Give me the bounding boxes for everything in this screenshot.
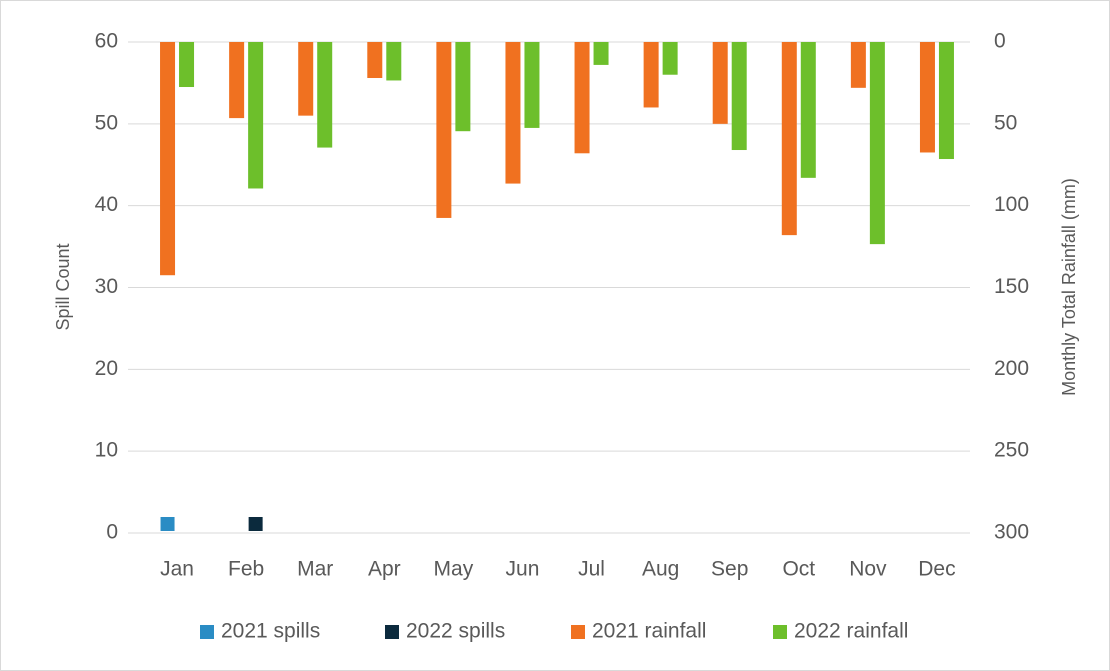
bar (850, 42, 866, 88)
legend-swatch (200, 625, 214, 639)
bar (869, 42, 885, 245)
bar (248, 42, 264, 189)
x-tick-label: Nov (849, 558, 887, 581)
bar (298, 42, 314, 116)
x-tick-label: Oct (782, 558, 815, 581)
legend-swatch (773, 625, 787, 639)
y-tick-label: 20 (95, 357, 118, 380)
y-tick-label: 40 (95, 193, 118, 216)
bar (712, 42, 728, 124)
bar (386, 42, 402, 81)
legend-swatch (571, 625, 585, 639)
legend-label: 2022 rainfall (794, 620, 908, 643)
y-tick-label: 0 (106, 521, 118, 544)
bar (731, 42, 747, 151)
y-tick-label: 50 (95, 111, 118, 134)
y-tick-label: 60 (95, 30, 118, 53)
y2-tick-label: 200 (994, 357, 1029, 380)
bar (643, 42, 659, 108)
legend-swatch (385, 625, 399, 639)
x-tick-label: Jan (160, 558, 194, 581)
y-axis-title: Spill Count (53, 243, 73, 330)
y2-tick-label: 0 (994, 30, 1006, 53)
bar (317, 42, 333, 148)
x-tick-label: Apr (368, 558, 401, 581)
bar (593, 42, 609, 65)
legend-label: 2021 rainfall (592, 620, 706, 643)
y2-tick-label: 100 (994, 193, 1029, 216)
y2-tick-label: 50 (994, 111, 1017, 134)
bar (574, 42, 590, 154)
bar (367, 42, 383, 79)
bar (505, 42, 521, 184)
x-tick-label: May (434, 558, 474, 581)
x-tick-label: Jun (506, 558, 540, 581)
x-tick-label: Sep (711, 558, 748, 581)
y-tick-label: 10 (95, 439, 118, 462)
legend-label: 2022 spills (406, 620, 505, 643)
y2-axis-title: Monthly Total Rainfall (mm) (1059, 178, 1079, 396)
marker (248, 516, 263, 531)
legend-label: 2021 spills (221, 620, 320, 643)
bar (938, 42, 954, 160)
y2-tick-label: 250 (994, 439, 1029, 462)
y2-tick-label: 300 (994, 521, 1029, 544)
bar (229, 42, 245, 119)
x-tick-label: Jul (578, 558, 605, 581)
bar (524, 42, 540, 128)
x-tick-label: Feb (228, 558, 264, 581)
x-tick-label: Aug (642, 558, 679, 581)
bar (179, 42, 195, 88)
bar (160, 42, 176, 276)
bar (800, 42, 816, 178)
bar (919, 42, 935, 153)
marker (160, 516, 175, 531)
bar (781, 42, 797, 236)
bar (662, 42, 678, 75)
x-tick-label: Dec (918, 558, 955, 581)
x-tick-label: Mar (297, 558, 333, 581)
bar (455, 42, 471, 132)
y2-tick-label: 150 (994, 275, 1029, 298)
y-tick-label: 30 (95, 275, 118, 298)
bar (436, 42, 452, 218)
